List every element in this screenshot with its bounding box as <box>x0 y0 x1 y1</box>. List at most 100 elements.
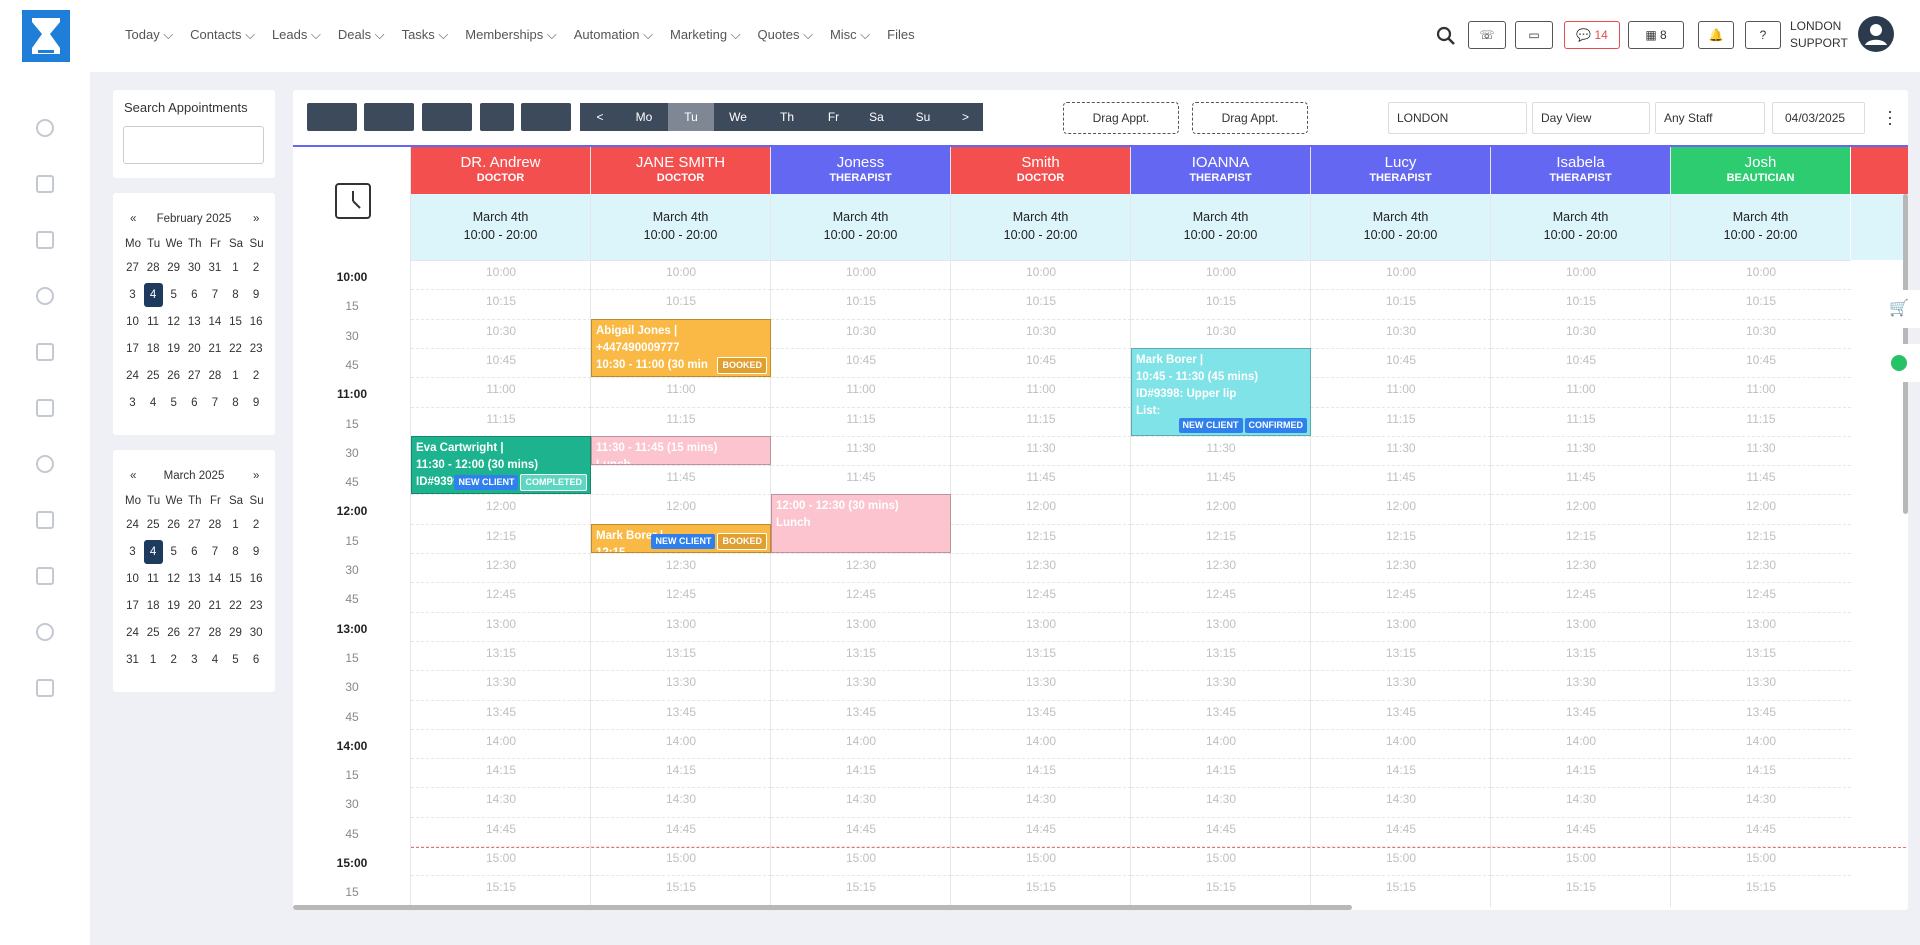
slot[interactable]: 11:45 <box>951 465 1131 494</box>
slot[interactable]: 11:00 <box>591 377 771 406</box>
nav-item[interactable]: Memberships ⌵ <box>465 27 557 42</box>
slot[interactable]: 14:30 <box>1671 787 1851 816</box>
appointment[interactable]: 12:00 - 12:30 (30 mins) Lunch <box>771 494 951 553</box>
slot[interactable]: 12:00 <box>951 494 1131 523</box>
appointment[interactable]: Mark Borer | 10:45 - 11:30 (45 mins) ID#93… <box>1131 347 1311 436</box>
slot[interactable]: 12:30 <box>411 553 591 582</box>
slot[interactable]: 12:45 <box>951 582 1131 611</box>
slot[interactable]: 13:30 <box>1131 670 1311 699</box>
sidebar-icon[interactable] <box>36 399 54 417</box>
slot[interactable]: 10:45 <box>411 347 591 377</box>
nav-item[interactable]: Leads ⌵ <box>271 27 321 42</box>
day-button[interactable]: We <box>714 103 762 131</box>
sidebar-icon[interactable] <box>36 511 54 529</box>
slot[interactable]: 10:15 <box>771 289 951 318</box>
whatsapp-float[interactable] <box>1878 344 1920 382</box>
slot[interactable]: 10:00 <box>951 260 1131 289</box>
slot[interactable]: 13:30 <box>411 670 591 699</box>
cal-day[interactable]: 15 <box>229 573 242 585</box>
cal-day[interactable]: 6 <box>252 654 260 666</box>
cal-day[interactable]: 10 <box>126 573 139 585</box>
slot[interactable]: 14:15 <box>1311 758 1491 787</box>
slot[interactable]: 11:45 <box>591 465 771 494</box>
slot[interactable]: 10:00 <box>1671 260 1851 289</box>
cal-day[interactable]: 2 <box>252 519 260 531</box>
cal-day[interactable]: 3 <box>129 546 136 558</box>
slot[interactable]: 13:30 <box>771 670 951 699</box>
slot[interactable]: 13:30 <box>951 670 1131 699</box>
slot[interactable]: 13:45 <box>1131 699 1311 729</box>
nav-item[interactable]: Marketing ⌵ <box>670 27 741 42</box>
cal-day[interactable]: 30 <box>249 627 263 639</box>
slot[interactable]: 11:30 <box>771 435 951 465</box>
toolbar-icon[interactable] <box>422 103 472 131</box>
cal-day[interactable]: 15 <box>229 316 242 328</box>
slot[interactable]: 14:45 <box>591 816 771 846</box>
slot[interactable]: 10:15 <box>1131 289 1311 318</box>
slot[interactable]: 13:30 <box>591 670 771 699</box>
cal-day[interactable]: 5 <box>170 289 177 301</box>
cal-day[interactable]: 6 <box>191 546 198 558</box>
toolbar-icon[interactable] <box>480 103 514 131</box>
slot[interactable]: 10:45 <box>1671 347 1851 377</box>
appointment[interactable]: Eva Cartwright | 11:30 - 12:00 (30 mins) I… <box>411 435 591 495</box>
cal-day[interactable]: 24 <box>126 519 139 531</box>
slot[interactable]: 14:15 <box>1491 758 1671 787</box>
cal-day[interactable]: 23 <box>249 343 263 355</box>
day-button[interactable]: Mo <box>620 103 668 131</box>
cal-day[interactable]: 1 <box>232 519 239 531</box>
slot[interactable]: 11:45 <box>1311 465 1491 494</box>
cal-day[interactable]: 7 <box>211 289 219 301</box>
slot[interactable]: 10:30 <box>771 318 951 348</box>
nav-item[interactable]: Today ⌵ <box>125 27 174 42</box>
slot[interactable]: 14:00 <box>1671 728 1851 758</box>
cal-day[interactable]: 25 <box>146 627 160 639</box>
slot[interactable]: 14:45 <box>1131 816 1311 846</box>
cal-day[interactable]: 20 <box>187 600 201 612</box>
cal-day[interactable]: 5 <box>170 397 177 409</box>
search-input[interactable] <box>123 126 264 164</box>
select[interactable]: Any Staff <box>1655 102 1765 134</box>
slot[interactable]: 10:30 <box>1131 318 1311 348</box>
cal-day[interactable]: 9 <box>252 397 260 409</box>
cal-day[interactable]: 8 <box>232 397 239 409</box>
sidebar-icon[interactable] <box>36 343 54 361</box>
slot[interactable]: 13:15 <box>411 640 591 670</box>
slot[interactable]: 11:00 <box>951 377 1131 406</box>
slot[interactable]: 15:15 <box>1491 875 1671 904</box>
nav-item[interactable]: Contacts ⌵ <box>190 27 255 42</box>
slot[interactable]: 14:00 <box>1491 728 1671 758</box>
cal-day[interactable]: 13 <box>187 573 201 585</box>
slot[interactable]: 13:45 <box>771 699 951 729</box>
slot[interactable]: 10:00 <box>1491 260 1671 289</box>
slot[interactable]: 15:15 <box>1131 875 1311 904</box>
cal-day[interactable]: 3 <box>129 289 136 301</box>
slot[interactable]: 12:45 <box>1311 582 1491 611</box>
slot[interactable]: 10:15 <box>951 289 1131 318</box>
slot[interactable]: 11:30 <box>1131 435 1311 465</box>
cal-day[interactable]: 16 <box>249 316 263 328</box>
cal-day[interactable]: 26 <box>167 627 181 639</box>
slot[interactable]: 12:00 <box>1311 494 1491 523</box>
cal-day[interactable]: 28 <box>208 370 222 382</box>
slot[interactable]: 14:00 <box>771 728 951 758</box>
cal-day[interactable]: 29 <box>229 627 242 639</box>
slot[interactable]: 12:30 <box>591 553 771 582</box>
slot[interactable]: 12:00 <box>1671 494 1851 523</box>
cal-day[interactable]: 1 <box>232 262 239 274</box>
slot[interactable]: 11:15 <box>591 406 771 436</box>
slot[interactable]: 12:15 <box>951 523 1131 553</box>
slot[interactable]: 12:15 <box>1311 523 1491 553</box>
cal-next[interactable]: » <box>253 470 260 482</box>
slot[interactable]: 13:00 <box>411 611 591 641</box>
slot[interactable]: 10:15 <box>1311 289 1491 318</box>
day-button[interactable]: < <box>580 103 620 131</box>
slot[interactable]: 12:30 <box>1131 553 1311 582</box>
help-button[interactable]: ? <box>1745 21 1781 49</box>
slot[interactable]: 13:45 <box>1491 699 1671 729</box>
slot[interactable]: 10:45 <box>771 347 951 377</box>
slot[interactable]: 14:30 <box>1491 787 1671 816</box>
slot[interactable]: 14:15 <box>1671 758 1851 787</box>
sidebar-icon[interactable] <box>36 175 54 193</box>
slot[interactable]: 12:45 <box>411 582 591 611</box>
